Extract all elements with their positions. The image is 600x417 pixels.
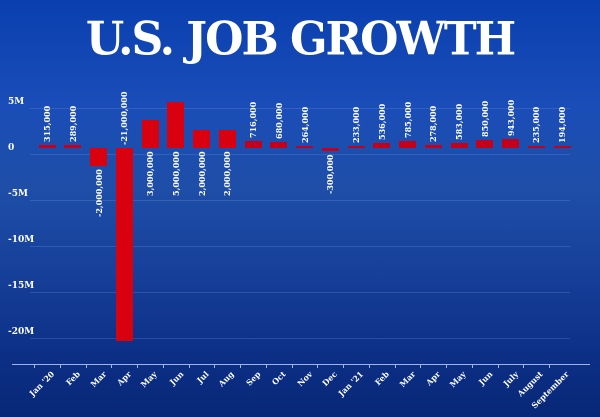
data-label: 583,000	[454, 103, 464, 140]
x-tick-label: Jun	[167, 369, 186, 387]
x-tick-label: Feb	[372, 369, 391, 388]
data-label: 5,000,000	[170, 151, 181, 196]
data-label: 785,000	[402, 101, 413, 138]
gridline	[30, 108, 570, 109]
gridline	[30, 154, 570, 155]
bar	[424, 145, 442, 148]
x-tick-mark	[214, 364, 216, 368]
bar	[167, 102, 185, 148]
bar	[553, 146, 571, 148]
data-label: -300,000	[325, 154, 336, 194]
x-axis-line	[12, 364, 590, 365]
x-tick-label: Mar	[396, 369, 417, 389]
bar	[450, 142, 468, 148]
bar	[141, 120, 159, 148]
data-label: 716,000	[248, 102, 258, 139]
data-label: 3,000,000	[145, 151, 155, 196]
x-tick-mark	[446, 364, 448, 368]
bar	[399, 140, 416, 148]
y-tick-label: -10M	[8, 235, 35, 245]
x-tick-label: May	[138, 369, 159, 390]
data-label: 943,000	[505, 100, 516, 137]
data-label: 278,000	[428, 106, 439, 143]
x-tick-mark	[34, 364, 36, 368]
x-tick-mark	[85, 364, 87, 368]
x-tick-mark	[368, 364, 370, 368]
x-tick-mark	[137, 364, 139, 368]
x-tick-label: July	[500, 369, 520, 389]
y-tick-label: -15M	[8, 281, 35, 291]
y-tick-label: -5M	[8, 189, 28, 199]
bar	[38, 145, 56, 148]
bar	[64, 145, 82, 148]
data-label: -2,000,000	[93, 169, 104, 218]
x-tick-label: Jan '21	[336, 369, 366, 399]
x-tick-mark	[240, 364, 242, 368]
x-tick-mark	[59, 364, 61, 368]
bar	[476, 140, 494, 148]
bar	[373, 143, 391, 148]
x-tick-label: Nov	[294, 369, 314, 389]
bar	[244, 141, 262, 148]
x-tick-mark	[317, 364, 319, 368]
x-tick-mark	[343, 364, 345, 368]
gridline	[30, 338, 570, 339]
data-label: 536,000	[376, 103, 387, 141]
x-tick-label: Dec	[320, 369, 340, 389]
x-tick-label: Jun	[476, 369, 495, 387]
x-tick-mark	[497, 364, 499, 368]
x-tick-label: Feb	[63, 369, 82, 388]
x-tick-label: Jan '20	[27, 369, 57, 399]
x-tick-label: Sep	[243, 369, 263, 388]
data-label: 2,000,000	[222, 151, 233, 196]
y-tick-label: 0	[8, 143, 15, 153]
data-label: 235,000	[531, 106, 542, 143]
x-tick-mark	[471, 364, 473, 368]
x-tick-label: Oct	[269, 369, 288, 388]
data-label: 680,000	[273, 102, 284, 139]
bar	[296, 145, 313, 148]
x-tick-mark	[420, 364, 422, 368]
x-tick-mark	[111, 364, 113, 368]
bar	[527, 145, 545, 148]
x-tick-label: Mar	[87, 369, 108, 389]
x-tick-mark	[162, 364, 164, 368]
x-tick-mark	[394, 364, 396, 368]
x-tick-mark	[265, 364, 267, 368]
data-label: 233,000	[351, 106, 361, 143]
data-label: 315,000	[42, 105, 52, 143]
bar	[502, 139, 519, 148]
x-tick-mark	[523, 364, 525, 368]
x-tick-label: May	[447, 369, 468, 390]
bar	[270, 141, 288, 148]
data-label: 194,000	[557, 106, 567, 143]
bar	[193, 129, 210, 148]
bar	[90, 148, 107, 167]
data-label: 850,000	[479, 100, 490, 138]
gridline	[30, 200, 570, 201]
gridline	[30, 246, 570, 247]
data-label: 2,000,000	[196, 151, 207, 196]
x-tick-mark	[291, 364, 293, 368]
bar	[347, 145, 365, 148]
x-tick-label: Aug	[216, 369, 236, 389]
bar	[321, 148, 339, 151]
bar	[115, 148, 133, 342]
data-label: 264,000	[299, 106, 310, 143]
y-tick-label: 5M	[8, 97, 25, 107]
gridline	[30, 292, 570, 293]
data-label: -21,000,000	[119, 91, 130, 145]
x-tick-label: Apr	[114, 369, 134, 388]
x-tick-mark	[549, 364, 551, 368]
chart-title: U.S. JOB GROWTH	[85, 12, 516, 67]
x-tick-mark	[188, 364, 190, 368]
bar	[218, 129, 236, 148]
y-tick-label: -20M	[8, 327, 35, 337]
x-tick-label: Jul	[194, 369, 211, 386]
data-label: 289,000	[67, 106, 78, 143]
x-tick-label: Apr	[423, 369, 443, 388]
